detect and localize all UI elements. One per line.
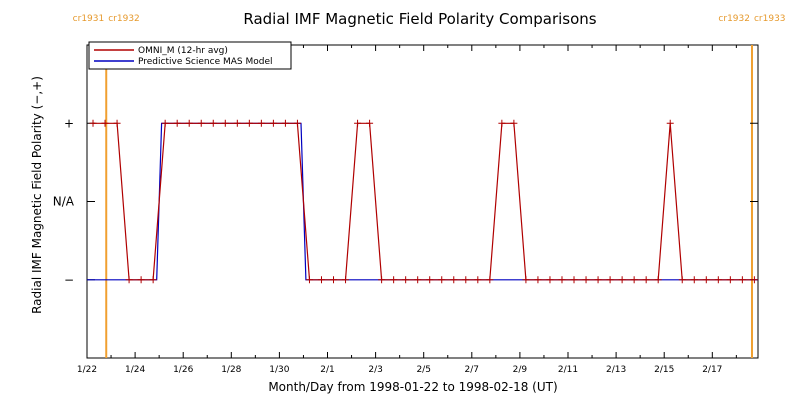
x-tick-label: 1/24 — [125, 365, 145, 375]
x-tick-label: 1/22 — [77, 365, 97, 375]
x-tick-label: 1/28 — [221, 365, 241, 375]
data-point — [618, 276, 626, 284]
x-tick-label: 2/1 — [320, 365, 334, 375]
data-point — [546, 276, 554, 284]
x-tick-label: 1/26 — [173, 365, 193, 375]
x-tick-label: 2/11 — [558, 365, 578, 375]
x-tick-label: 2/17 — [702, 365, 722, 375]
chart-title: Radial IMF Magnetic Field Polarity Compa… — [243, 10, 596, 28]
carrington-label-left: cr1932 — [718, 14, 750, 24]
data-point — [342, 276, 350, 284]
data-point — [534, 276, 542, 284]
data-point — [594, 276, 602, 284]
data-point — [293, 119, 301, 127]
data-point — [642, 276, 650, 284]
series-line-model — [87, 122, 758, 281]
data-point — [354, 119, 362, 127]
data-point — [738, 276, 746, 284]
data-point — [269, 119, 277, 127]
data-point — [666, 119, 674, 127]
data-point — [630, 276, 638, 284]
data-point — [305, 276, 313, 284]
x-axis-label: Month/Day from 1998-01-22 to 1998-02-18 … — [268, 380, 557, 394]
data-point — [474, 276, 482, 284]
data-point — [654, 276, 662, 284]
data-point — [330, 276, 338, 284]
x-tick-label: 2/7 — [465, 365, 479, 375]
y-axis-label: Radial IMF Magnetic Field Polarity (−,+) — [30, 76, 44, 314]
data-point — [558, 276, 566, 284]
data-point — [281, 119, 289, 127]
data-point — [714, 276, 722, 284]
carrington-label-right: cr1933 — [754, 14, 786, 24]
x-tick-label: 2/13 — [606, 365, 626, 375]
data-point — [233, 119, 241, 127]
data-point — [402, 276, 410, 284]
data-point — [209, 119, 217, 127]
y-tick-label: + — [64, 116, 74, 130]
data-point — [582, 276, 590, 284]
plot-frame — [86, 44, 759, 359]
x-tick-label: 1/30 — [269, 365, 289, 375]
data-point — [510, 119, 518, 127]
data-point — [726, 276, 734, 284]
data-point — [426, 276, 434, 284]
data-point — [690, 276, 698, 284]
carrington-label-right: cr1932 — [108, 14, 140, 24]
legend-box — [88, 41, 292, 70]
x-tick-label: 2/9 — [513, 365, 528, 375]
data-point — [678, 276, 686, 284]
data-point — [390, 276, 398, 284]
data-point — [450, 276, 458, 284]
legend-label-omni: OMNI_M (12-hr avg) — [138, 46, 228, 56]
series-line-omni — [93, 122, 755, 281]
data-point — [221, 119, 229, 127]
x-tick-label: 2/3 — [368, 365, 382, 375]
data-point — [378, 276, 386, 284]
data-point — [317, 276, 325, 284]
data-point — [161, 119, 169, 127]
carrington-label-left: cr1931 — [73, 14, 105, 24]
data-point — [185, 119, 193, 127]
data-point — [606, 276, 614, 284]
data-point — [113, 119, 121, 127]
data-point — [414, 276, 422, 284]
data-point — [197, 119, 205, 127]
legend: OMNI_M (12-hr avg) Predictive Science MA… — [88, 41, 292, 70]
data-point — [486, 276, 494, 284]
data-point — [366, 119, 374, 127]
data-point — [245, 119, 253, 127]
data-point — [101, 119, 109, 127]
legend-label-model: Predictive Science MAS Model — [138, 57, 273, 67]
x-tick-label: 2/15 — [654, 365, 674, 375]
data-point — [498, 119, 506, 127]
data-point — [125, 276, 133, 284]
data-point — [462, 276, 470, 284]
data-point — [522, 276, 530, 284]
data-point — [257, 119, 265, 127]
data-point — [702, 276, 710, 284]
data-point — [438, 276, 446, 284]
data-point — [89, 119, 97, 127]
data-point — [137, 276, 145, 284]
data-point — [750, 276, 758, 284]
y-tick-label: − — [64, 273, 74, 287]
x-tick-label: 2/5 — [416, 365, 430, 375]
y-tick-label: N/A — [53, 195, 75, 209]
data-point — [149, 276, 157, 284]
data-point — [173, 119, 181, 127]
data-point — [570, 276, 578, 284]
